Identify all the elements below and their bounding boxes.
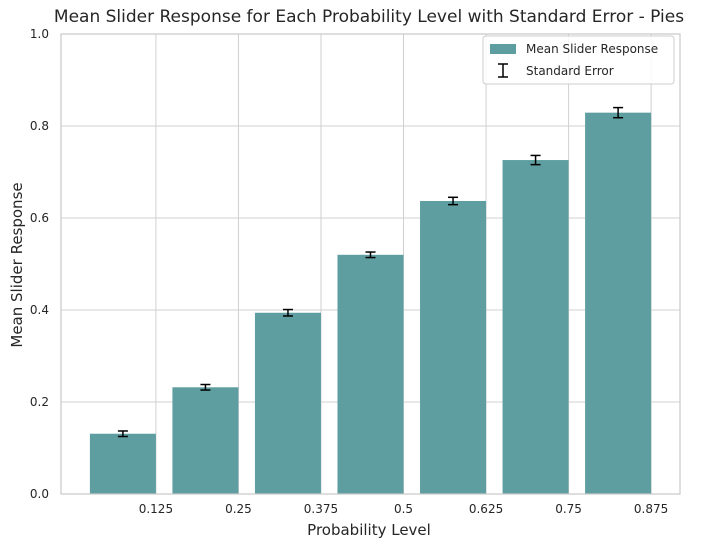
bar [172,387,239,494]
x-tick-label: 0.75 [555,502,582,516]
bar [254,312,321,494]
legend-error-swatch [498,63,508,78]
error-bar [282,308,293,317]
x-tick-label: 0.125 [139,502,173,516]
legend-label-mean: Mean Slider Response [526,42,658,56]
x-axis-ticks: 0.125 0.25 0.375 0.5 0.625 0.75 0.875 [139,502,669,516]
error-bar [613,106,624,119]
y-tick-label: 1.0 [30,27,49,41]
legend: Mean Slider Response Standard Error [482,35,675,85]
x-tick-label: 0.875 [634,502,668,516]
bar [502,160,569,495]
error-bars [117,106,624,438]
y-tick-label: 0.0 [30,487,49,501]
error-bar [530,154,541,166]
legend-label-error: Standard Error [526,64,614,78]
y-tick-label: 0.8 [30,119,49,133]
error-bar [365,251,376,259]
legend-box [482,35,675,85]
error-bar [117,430,128,438]
x-tick-label: 0.5 [394,502,413,516]
bar [89,433,156,494]
x-tick-label: 0.625 [469,502,503,516]
chart-title: Mean Slider Response for Each Probabilit… [54,7,684,27]
y-tick-label: 0.4 [30,303,49,317]
y-tick-label: 0.2 [30,395,49,409]
x-tick-label: 0.25 [225,502,252,516]
x-tick-label: 0.375 [304,502,338,516]
bar [337,254,404,494]
plot-frame [60,33,681,495]
x-axis-label: Probability Level [307,521,431,539]
y-axis-ticks: 0.0 0.2 0.4 0.6 0.8 1.0 [30,27,49,501]
bar [585,112,652,494]
error-bar [200,383,211,391]
legend-bar-swatch [490,44,516,54]
y-tick-label: 0.6 [30,211,49,225]
y-axis-label: Mean Slider Response [8,182,26,347]
bars [89,112,652,495]
error-bar [448,196,459,206]
bar [420,200,487,495]
